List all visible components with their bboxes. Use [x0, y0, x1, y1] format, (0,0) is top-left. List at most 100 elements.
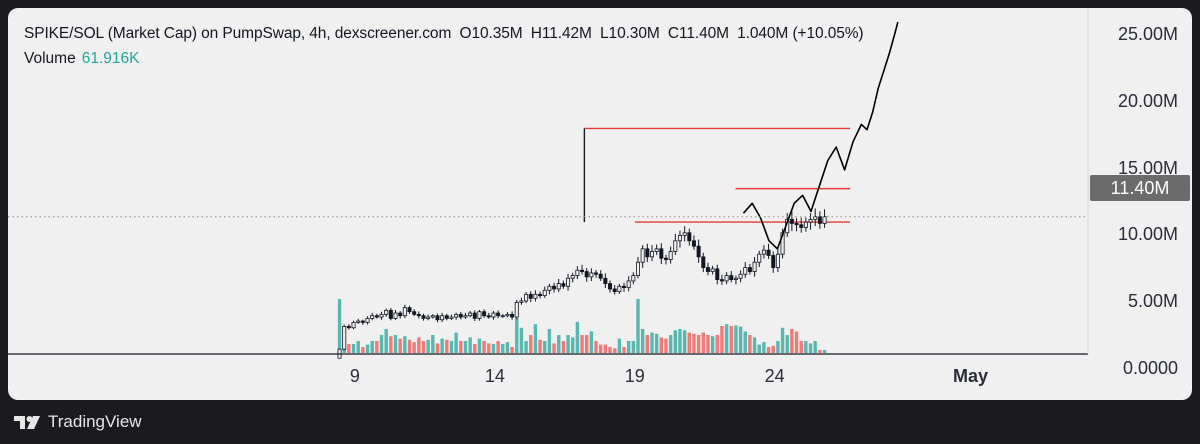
volume-bar — [640, 329, 645, 353]
candle-body — [766, 249, 771, 256]
volume-bar — [738, 326, 743, 353]
candle-body — [813, 216, 818, 220]
volume-bar — [403, 336, 407, 353]
candle-body — [622, 285, 627, 289]
volume-bar — [766, 347, 771, 353]
candle-body — [677, 235, 682, 242]
candle-body — [682, 232, 687, 236]
candle-body — [463, 315, 468, 318]
candle-body — [510, 313, 515, 318]
time-tick-label: 19 — [624, 366, 645, 386]
volume-bar — [808, 343, 813, 353]
volume-bar — [463, 341, 468, 353]
candle-body — [444, 315, 449, 319]
price-tick-label: 10.00M — [1117, 224, 1178, 245]
candle-body — [374, 315, 379, 318]
candle-body — [584, 271, 589, 278]
volume-bar — [519, 327, 524, 353]
volume-bar — [585, 335, 589, 353]
volume-bar — [407, 339, 412, 353]
volume-bar — [818, 350, 822, 353]
candle-body — [458, 313, 463, 318]
candle-body — [365, 317, 370, 323]
volume-bar — [538, 339, 542, 353]
volume-bar — [696, 335, 701, 353]
candle-body — [449, 316, 454, 319]
volume-bar — [412, 342, 416, 353]
candle-body — [747, 267, 752, 272]
volume-bar — [547, 329, 552, 353]
low-value: L10.30M — [600, 25, 660, 42]
candle-body — [547, 285, 552, 291]
price-tick-label: 0.0000 — [1122, 358, 1178, 379]
candle-body — [356, 320, 361, 323]
volume-bar — [654, 333, 659, 353]
volume-bar — [813, 341, 817, 353]
candle-body — [794, 222, 799, 226]
volume-bar — [384, 329, 388, 353]
volume-bar — [701, 332, 705, 353]
price-tick-label: 15.00M — [1117, 157, 1178, 178]
candle-body — [733, 277, 738, 280]
volume-bar — [379, 335, 384, 353]
candle-body — [533, 293, 538, 299]
candle-body — [589, 272, 594, 278]
candle-body — [659, 248, 664, 259]
candle-body — [398, 312, 403, 317]
volume-bar — [449, 341, 454, 353]
volume-bar — [393, 335, 398, 353]
volume-bar — [771, 345, 775, 353]
candle-body — [719, 279, 724, 282]
volume-bar — [720, 326, 724, 353]
close-value: C11.40M — [667, 25, 729, 42]
change-value: 1.040M (+10.05%) — [737, 25, 864, 42]
time-tick-label: 14 — [484, 366, 505, 386]
candle-body — [426, 316, 431, 319]
open-value: O10.35M — [459, 25, 523, 42]
volume-bar — [557, 335, 561, 353]
volume-bar — [762, 342, 766, 353]
volume-bar — [487, 343, 491, 353]
candle-body — [384, 309, 389, 315]
candle-body — [799, 224, 804, 228]
volume-bar — [440, 338, 444, 353]
candle-body — [440, 315, 445, 321]
volume-bar — [692, 333, 696, 353]
volume-bar — [799, 341, 803, 353]
volume-bar — [710, 336, 715, 353]
volume-bar — [636, 299, 640, 353]
volume-bar — [687, 332, 691, 353]
candle-body — [393, 312, 398, 319]
candle-body — [710, 268, 715, 272]
volume-bar — [566, 335, 570, 353]
volume-bar — [734, 325, 738, 353]
candle-body — [505, 313, 510, 317]
volume-bar — [356, 341, 360, 353]
volume-bar — [571, 337, 575, 353]
volume-bar — [785, 335, 789, 353]
volume-bar — [598, 344, 603, 353]
time-tick-label: May — [952, 366, 988, 386]
volume-bar — [365, 344, 370, 353]
volume-bar — [594, 341, 598, 353]
price-tick-label: 20.00M — [1117, 90, 1178, 111]
candle-body — [729, 275, 734, 280]
candle-body — [388, 309, 393, 319]
candle-body — [561, 283, 566, 287]
candle-body — [500, 315, 505, 318]
candle-body — [771, 255, 776, 268]
volume-bar — [608, 347, 612, 353]
candle-body — [491, 312, 496, 318]
volume-bar — [645, 335, 650, 353]
volume-bar — [794, 331, 799, 353]
volume-bar — [533, 324, 538, 353]
candle-body — [416, 313, 421, 317]
price-chart[interactable] — [8, 8, 1192, 400]
volume-bar — [650, 332, 654, 353]
volume-bar — [468, 337, 472, 353]
volume-bar — [780, 327, 785, 353]
candle-body — [351, 322, 356, 329]
tradingview-footer[interactable]: TradingView — [14, 410, 142, 434]
candle-body — [486, 315, 491, 318]
